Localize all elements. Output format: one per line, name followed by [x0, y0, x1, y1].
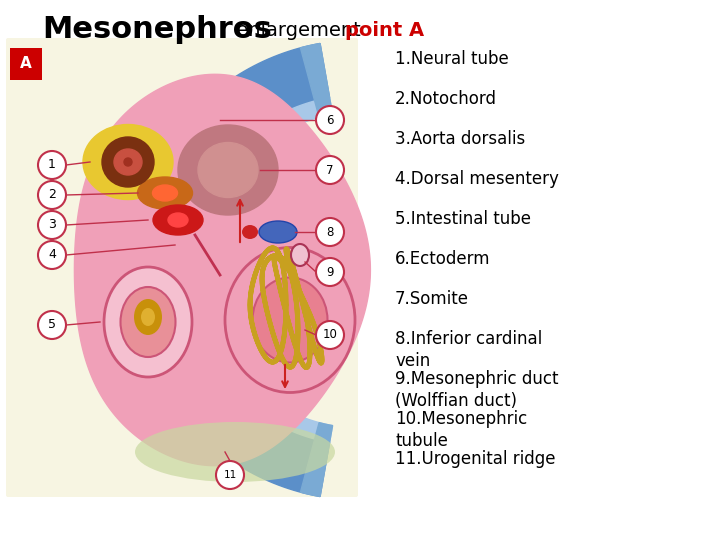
Ellipse shape — [153, 185, 178, 201]
Polygon shape — [185, 98, 333, 442]
Ellipse shape — [83, 125, 173, 199]
FancyBboxPatch shape — [6, 38, 358, 497]
Text: 1.Neural tube: 1.Neural tube — [395, 50, 509, 68]
Text: 6: 6 — [326, 113, 334, 126]
Text: 2: 2 — [48, 188, 56, 201]
Text: 4.Dorsal mesentery: 4.Dorsal mesentery — [395, 170, 559, 188]
Text: 10: 10 — [323, 328, 338, 341]
Text: 7.Somite: 7.Somite — [395, 290, 469, 308]
Ellipse shape — [253, 278, 328, 362]
Ellipse shape — [168, 213, 188, 227]
Text: 8: 8 — [326, 226, 333, 239]
Text: enlargement: enlargement — [230, 21, 367, 39]
Circle shape — [38, 241, 66, 269]
FancyBboxPatch shape — [10, 48, 42, 80]
Text: 10.Mesonephric
tubule: 10.Mesonephric tubule — [395, 410, 527, 450]
Polygon shape — [130, 44, 330, 496]
Text: 9: 9 — [326, 266, 334, 279]
Ellipse shape — [291, 244, 309, 266]
Text: point A: point A — [345, 21, 424, 39]
Text: 9.Mesonephric duct
(Wolffian duct): 9.Mesonephric duct (Wolffian duct) — [395, 370, 559, 410]
Text: 11.Urogenital ridge: 11.Urogenital ridge — [395, 450, 556, 468]
Text: A: A — [20, 57, 32, 71]
Text: 3: 3 — [48, 219, 56, 232]
Circle shape — [316, 218, 344, 246]
Circle shape — [38, 181, 66, 209]
Ellipse shape — [102, 137, 154, 187]
Ellipse shape — [225, 247, 355, 393]
Text: 5.Intestinal tube: 5.Intestinal tube — [395, 210, 531, 228]
Polygon shape — [300, 44, 333, 117]
Circle shape — [316, 156, 344, 184]
Text: 6.Ectoderm: 6.Ectoderm — [395, 250, 490, 268]
Circle shape — [316, 321, 344, 349]
Ellipse shape — [124, 158, 132, 166]
Text: 8.Inferior cardinal
vein: 8.Inferior cardinal vein — [395, 330, 542, 370]
Ellipse shape — [198, 143, 258, 198]
Text: 7: 7 — [326, 164, 334, 177]
Text: 3.Aorta dorsalis: 3.Aorta dorsalis — [395, 130, 526, 148]
Ellipse shape — [153, 205, 203, 235]
Ellipse shape — [120, 287, 176, 357]
Ellipse shape — [135, 422, 335, 482]
Ellipse shape — [242, 225, 258, 239]
Text: 11: 11 — [223, 470, 237, 480]
Circle shape — [38, 311, 66, 339]
Ellipse shape — [178, 125, 278, 215]
Ellipse shape — [259, 221, 297, 243]
Polygon shape — [300, 423, 333, 496]
Circle shape — [316, 106, 344, 134]
Circle shape — [216, 461, 244, 489]
Polygon shape — [74, 75, 370, 465]
Ellipse shape — [141, 308, 155, 326]
Ellipse shape — [114, 149, 142, 175]
Ellipse shape — [134, 299, 162, 335]
Circle shape — [38, 151, 66, 179]
Text: 2.Notochord: 2.Notochord — [395, 90, 497, 108]
Ellipse shape — [138, 177, 192, 209]
Circle shape — [38, 211, 66, 239]
Text: Mesonephros: Mesonephros — [42, 16, 272, 44]
Text: 1: 1 — [48, 159, 56, 172]
Ellipse shape — [104, 267, 192, 377]
Circle shape — [316, 258, 344, 286]
Text: 4: 4 — [48, 248, 56, 261]
Text: 5: 5 — [48, 319, 56, 332]
